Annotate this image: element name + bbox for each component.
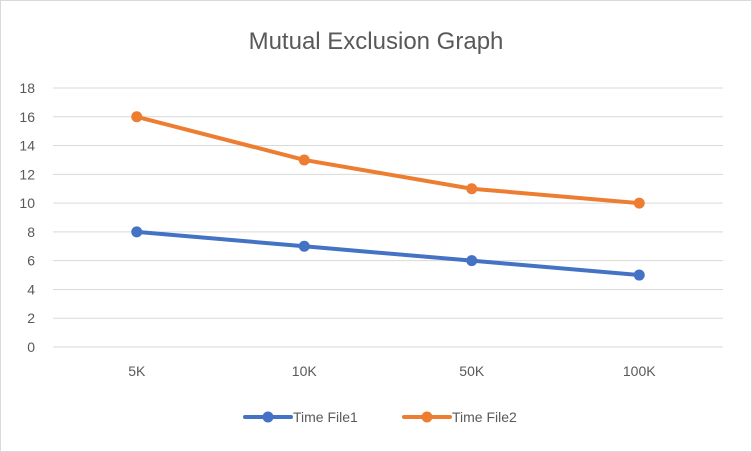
x-tick-label: 100K	[623, 363, 656, 379]
series-2	[131, 111, 645, 209]
x-axis-tick-labels: 5K 10K 50K 100K	[128, 363, 656, 379]
y-tick-label: 6	[27, 253, 35, 269]
y-tick-label: 2	[27, 310, 35, 326]
data-point	[466, 255, 478, 267]
y-tick-label: 10	[19, 195, 35, 211]
series-1	[131, 226, 645, 281]
legend-marker	[421, 411, 433, 423]
chart-title: Mutual Exclusion Graph	[249, 28, 504, 55]
data-point	[466, 183, 478, 195]
y-tick-label: 0	[27, 339, 35, 355]
data-point	[633, 197, 645, 209]
y-tick-label: 8	[27, 224, 35, 240]
y-tick-label: 18	[19, 80, 35, 96]
legend-label: Time File1	[293, 409, 358, 425]
grid-lines	[53, 87, 723, 348]
legend-label: Time File2	[452, 409, 517, 425]
y-axis-tick-labels: 0 2 4 6 8 10 12 14 16 18	[19, 80, 35, 355]
data-point	[131, 226, 143, 238]
legend: Time File1 Time File2	[243, 409, 517, 425]
series-layer	[131, 111, 645, 281]
y-tick-label: 4	[27, 281, 35, 297]
data-point	[298, 154, 310, 166]
legend-item: Time File2	[402, 409, 517, 425]
series-line	[134, 114, 642, 206]
series-line	[134, 229, 642, 278]
y-tick-label: 14	[19, 138, 35, 154]
x-tick-label: 10K	[292, 363, 318, 379]
y-tick-label: 12	[19, 166, 35, 182]
legend-item: Time File1	[243, 409, 358, 425]
data-point	[131, 111, 143, 123]
x-tick-label: 50K	[459, 363, 485, 379]
data-point	[298, 240, 310, 252]
x-tick-label: 5K	[128, 363, 146, 379]
legend-marker	[262, 411, 274, 423]
y-tick-label: 16	[19, 109, 35, 125]
data-point	[633, 269, 645, 281]
